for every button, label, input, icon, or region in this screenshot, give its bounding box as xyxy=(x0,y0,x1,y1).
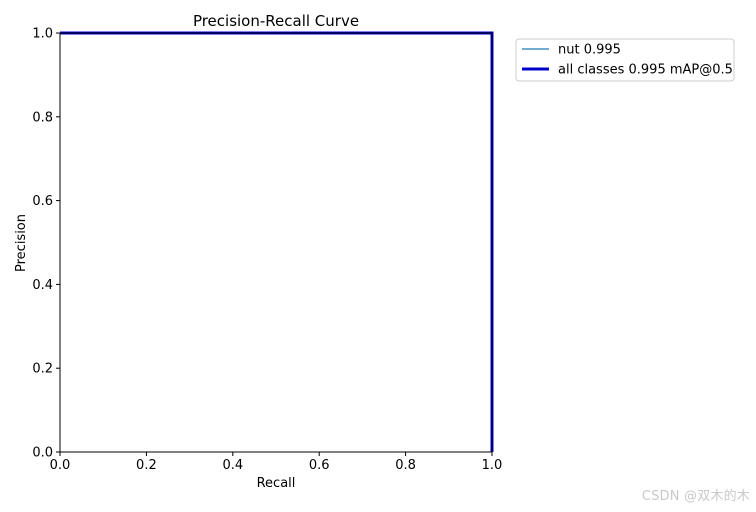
x-tick-label: 0.8 xyxy=(395,458,416,473)
plot-background xyxy=(60,33,492,452)
plot-area xyxy=(59,31,494,453)
plot-frame xyxy=(59,32,493,453)
x-tick-label: 0.4 xyxy=(222,458,243,473)
y-tick-label: 1.0 xyxy=(32,27,53,42)
legend-box xyxy=(515,38,735,82)
y-tick-label: 0.6 xyxy=(32,194,53,209)
x-tick-label: 0.6 xyxy=(309,458,330,473)
y-axis: 0.0 0.2 0.4 0.6 0.8 1.0 xyxy=(32,27,60,461)
y-tick-label: 0.0 xyxy=(32,446,53,461)
y-tick-label: 0.8 xyxy=(32,110,53,125)
x-axis-label: Recall xyxy=(257,476,296,491)
y-tick-label: 0.4 xyxy=(32,278,53,293)
y-tick-label: 0.2 xyxy=(32,362,53,377)
legend-label-0: nut 0.995 xyxy=(558,43,621,58)
x-tick-label: 0.0 xyxy=(50,458,71,473)
x-tick-label: 0.2 xyxy=(136,458,157,473)
y-axis-label: Precision xyxy=(14,214,29,272)
watermark-text: CSDN @双木的木 xyxy=(641,489,750,504)
legend-label-1: all classes 0.995 mAP@0.5 xyxy=(558,63,733,78)
x-tick-label: 1.0 xyxy=(482,458,503,473)
chart-title: Precision-Recall Curve xyxy=(193,12,359,30)
x-axis: 0.0 0.2 0.4 0.6 0.8 1.0 xyxy=(50,452,503,473)
legend: nut 0.995 all classes 0.995 mAP@0.5 xyxy=(515,38,735,82)
